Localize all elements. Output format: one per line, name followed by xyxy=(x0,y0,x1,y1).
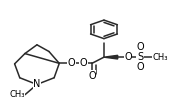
Text: O: O xyxy=(136,62,144,73)
Text: S: S xyxy=(137,52,143,62)
Text: O: O xyxy=(88,71,96,81)
Text: CH₃: CH₃ xyxy=(152,53,168,62)
Text: O: O xyxy=(124,52,132,62)
Text: O: O xyxy=(79,58,87,68)
Text: CH₃: CH₃ xyxy=(9,90,25,99)
Text: N: N xyxy=(33,79,41,90)
Text: O: O xyxy=(67,58,75,68)
Polygon shape xyxy=(104,55,118,59)
Text: O: O xyxy=(136,42,144,52)
